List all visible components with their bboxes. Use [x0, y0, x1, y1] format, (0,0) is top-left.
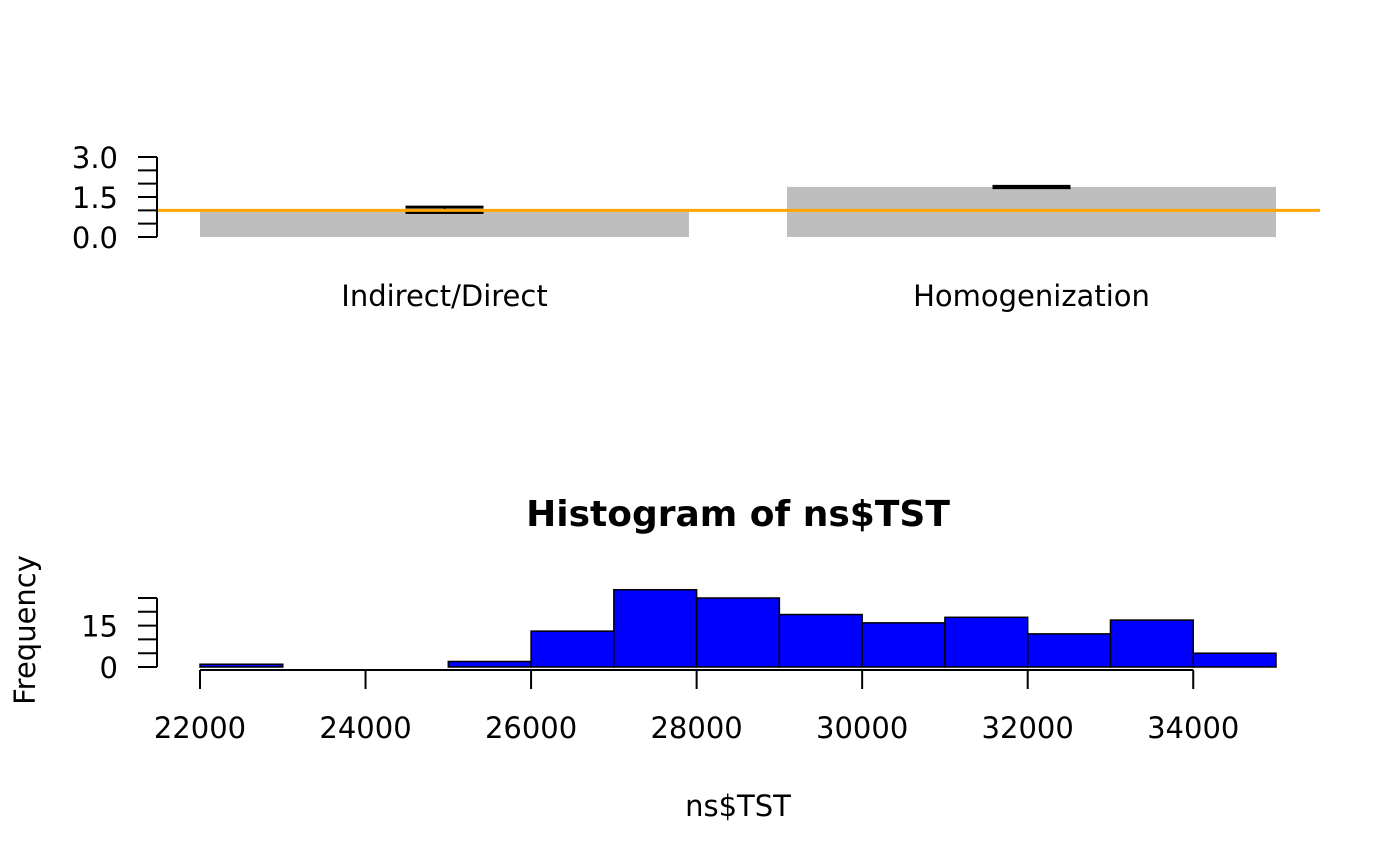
ratio-bar-chart: 0.0 1.5 3.0 Indirect/Direct Homogenization [72, 141, 1320, 313]
x-tick-label: 30000 [816, 711, 908, 745]
histogram-bars [199, 588, 1277, 668]
ratio-error-bars [405, 184, 1071, 214]
histogram-title: Histogram of ns$TST [526, 494, 950, 535]
y-tick-label: 0.0 [72, 221, 118, 255]
histogram-y-label: Frequency [8, 555, 42, 705]
ratio-bar [200, 211, 689, 237]
histogram-bar [944, 616, 1029, 668]
histogram-bar [613, 588, 698, 668]
y-tick-label: 3.0 [72, 141, 118, 175]
y-tick-label: 15 [81, 610, 118, 644]
x-tick-label: 28000 [650, 711, 742, 745]
x-tick-label: 24000 [319, 711, 411, 745]
y-tick-label: 1.5 [72, 181, 118, 215]
histogram-bar [530, 630, 615, 668]
histogram-chart: Histogram of ns$TST 015 22000 24000 26000 2… [8, 494, 1277, 823]
histogram-bar [778, 613, 863, 668]
x-tick-label: 22000 [154, 711, 246, 745]
ratio-bar [787, 186, 1276, 237]
histogram-bar [1192, 652, 1277, 668]
histogram-x-axis: 22000 24000 26000 28000 30000 32000 34000 [154, 669, 1239, 745]
histogram-bar [1026, 633, 1112, 668]
x-tick-label: 26000 [485, 711, 577, 745]
category-label: Homogenization [913, 279, 1150, 313]
histogram-bar [1109, 619, 1194, 668]
category-label: Indirect/Direct [341, 279, 547, 313]
histogram-y-axis: 015 [81, 597, 158, 685]
x-tick-label: 32000 [982, 711, 1074, 745]
histogram-bar [861, 622, 946, 668]
ratio-category-labels: Indirect/Direct Homogenization [341, 279, 1150, 313]
histogram-bar [695, 597, 781, 668]
y-tick-label: 0 [100, 651, 118, 685]
x-tick-label: 34000 [1147, 711, 1239, 745]
histogram-bar [447, 660, 532, 668]
ratio-bars [200, 186, 1276, 237]
histogram-bar [199, 663, 284, 668]
histogram-x-label: ns$TST [685, 789, 791, 823]
ratio-y-axis: 0.0 1.5 3.0 [72, 141, 158, 255]
